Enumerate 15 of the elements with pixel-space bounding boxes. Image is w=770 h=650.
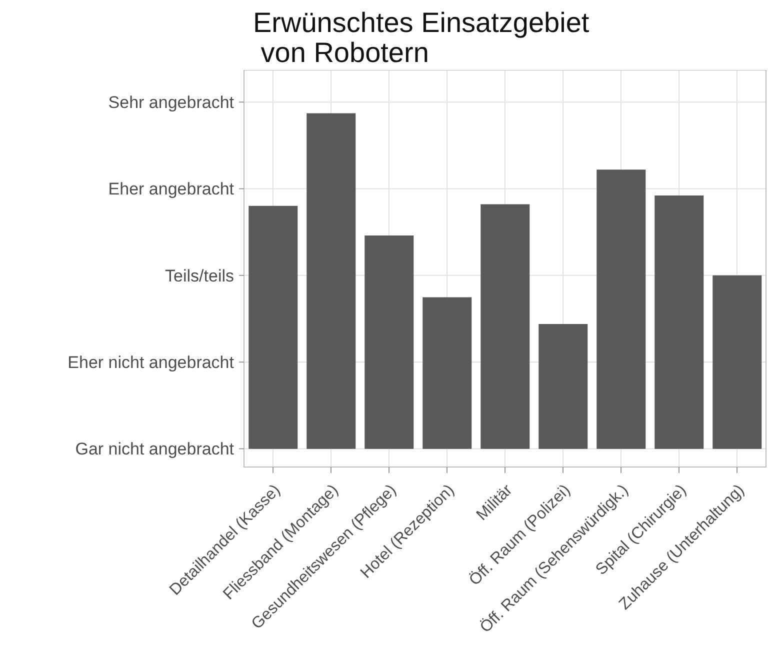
bar bbox=[712, 275, 762, 449]
bar bbox=[654, 196, 704, 449]
text: Sehr angebracht bbox=[108, 93, 234, 112]
bar bbox=[538, 324, 588, 449]
bar bbox=[422, 297, 472, 449]
text: Gar nicht angebracht bbox=[75, 440, 234, 459]
text: Teils/teils bbox=[165, 266, 234, 286]
chart-title: Erwünschtes Einsatzgebiet von Robotern bbox=[253, 7, 590, 70]
bar bbox=[248, 206, 298, 449]
bar bbox=[364, 235, 414, 449]
text: Eher nicht angebracht bbox=[68, 353, 234, 372]
bar bbox=[480, 204, 530, 449]
text: Eher angebracht bbox=[108, 180, 234, 199]
bar bbox=[596, 170, 646, 449]
bar bbox=[306, 113, 356, 449]
